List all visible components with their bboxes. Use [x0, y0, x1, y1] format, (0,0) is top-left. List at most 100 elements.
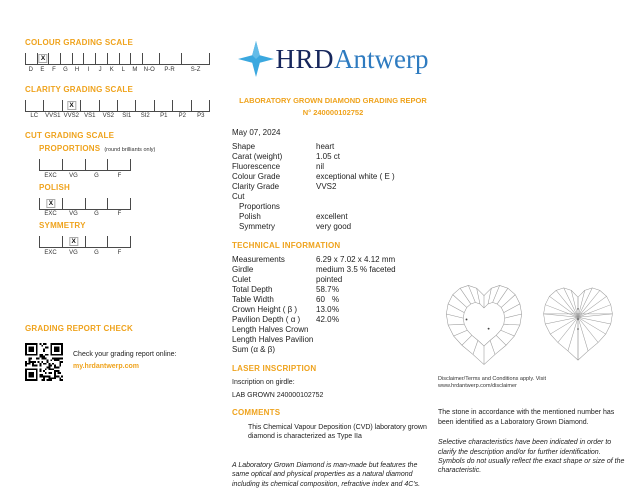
scale-label: LC: [30, 113, 39, 119]
star-icon: [237, 41, 274, 77]
scale-cell-g: [61, 53, 73, 64]
colour-scale-title: COLOUR GRADING SCALE: [25, 38, 133, 47]
diagram-column: Disclaimer/Terms and Conditions apply. V…: [438, 280, 626, 476]
scale-cell-n-o: [143, 53, 160, 64]
hrd-antwerp-logo: HRD Antwerp: [232, 36, 434, 82]
report-check-text: Check your grading report online:: [73, 350, 177, 358]
scale-label: I: [87, 66, 90, 73]
logo-text-hrd: HRD: [275, 43, 335, 74]
scale-label: M: [132, 66, 138, 73]
scale-cell-f: [108, 197, 131, 209]
row-label: Polish: [239, 212, 261, 221]
technical-info-title: TECHNICAL INFORMATION: [232, 241, 341, 250]
scale-cell-exc: X: [39, 197, 63, 209]
scale-label: G: [94, 249, 99, 256]
lab-grown-definition: A Laboratory Grown Diamond is man-made b…: [232, 461, 421, 488]
laser-inscription-title: LASER INSCRIPTION: [232, 364, 317, 373]
grading-report-check-section: GRADING REPORT CHECK Check your grading …: [25, 324, 221, 381]
report-check-row: Check your grading report online: my.hrd…: [25, 342, 221, 381]
scale-cell-g: [86, 197, 109, 209]
row-label: Sum (α & β): [232, 345, 276, 354]
scale-label: G: [63, 66, 68, 73]
proportions-note: (round brilliants only): [104, 147, 156, 153]
comments-text: This Chemical Vapour Deposition (CVD) la…: [248, 424, 427, 441]
scale-cell-h: [73, 53, 85, 64]
scale-label: F: [117, 172, 122, 179]
row-label: Culet: [232, 275, 251, 284]
table-row: Carat (weight) 1.05 ct: [232, 152, 434, 162]
table-row: Table Width 60%: [232, 295, 434, 305]
symmetry-scale: X EXC VG G F: [39, 236, 131, 256]
row-label: Fluorescence: [232, 162, 281, 171]
table-row: Girdle medium 3.5 % faceted: [232, 265, 434, 275]
symbols-note: Selective characteristics have been indi…: [438, 439, 625, 475]
proportions-scale: EXC VG G F: [39, 159, 131, 179]
table-row: Crown Height ( β ) 13.0%: [232, 305, 434, 315]
scale-label: F: [117, 249, 122, 256]
qr-code: [25, 342, 63, 381]
row-label: Symmetry: [239, 222, 275, 231]
scale-cell-i: [84, 53, 97, 64]
table-row: Culet pointed: [232, 275, 434, 285]
proportions-title: PROPORTIONS: [39, 144, 101, 153]
scale-cell-f: [108, 236, 131, 247]
logo-text-antwerp: Antwerp: [334, 43, 429, 74]
report-check-link[interactable]: my.hrdantwerp.com: [73, 362, 139, 370]
scale-cell-j: [96, 53, 108, 64]
scale-label: VVS2: [63, 113, 79, 119]
scale-label: VS1: [84, 113, 96, 119]
scale-label: P1: [160, 113, 168, 119]
inscription-value: LAB GROWN 240000102752: [232, 392, 324, 399]
grading-scales-column: COLOUR GRADING SCALE X D E F G H I J K L M N-O P-R S-…: [25, 38, 221, 381]
inscription-label: Inscription on girdle:: [232, 379, 295, 386]
row-label: Girdle: [232, 265, 254, 274]
table-row: Clarity Grade VVS2: [232, 182, 434, 192]
scale-cell-g: [86, 159, 109, 170]
clarity-grading-scale: X LC VVS1 VVS2 VS1 VS2 SI1 SI2 P1 P2 P3: [25, 99, 211, 119]
row-label: Length Halves Pavilion: [232, 335, 314, 344]
scale-cell-p-r: [160, 53, 183, 64]
scale-label: G: [94, 172, 99, 179]
scale-cell-f: [49, 53, 62, 64]
scale-cell-p2: [173, 99, 192, 111]
report-title: LABORATORY GROWN DIAMOND GRADING REPOR: [239, 96, 427, 105]
proportions-title-row: PROPORTIONS (round brilliants only): [39, 144, 221, 153]
cut-scale-title: CUT GRADING SCALE: [25, 131, 115, 140]
row-unit: %: [332, 295, 340, 304]
row-value: 60: [316, 295, 325, 304]
scale-label: K: [109, 66, 114, 73]
row-label: Total Depth: [232, 285, 273, 294]
scale-cell-m: [131, 53, 143, 64]
scale-label: EXC: [44, 211, 57, 217]
diamond-diagrams: [438, 280, 626, 370]
scale-cell-vvs2: X: [63, 99, 82, 111]
clarity-scale-title: CLARITY GRADING SCALE: [25, 84, 134, 94]
row-unit: %: [332, 315, 340, 324]
row-label: Pavilion Depth ( α ): [232, 315, 301, 324]
polish-scale: X EXC VG G F: [39, 197, 131, 217]
table-row: Colour Grade exceptional white ( E ): [232, 172, 434, 182]
row-value: 58.7: [316, 285, 332, 294]
scale-label: E: [40, 66, 45, 73]
grade-mark: X: [68, 237, 79, 246]
report-date: May 07, 2024: [232, 128, 281, 137]
table-row: Length Halves Pavilion: [232, 335, 434, 345]
colour-grading-scale: X D E F G H I J K L M N-O P-R S-Z: [25, 53, 210, 73]
scale-label: F: [52, 66, 56, 73]
scale-label: P3: [197, 113, 205, 119]
scale-label: G: [94, 211, 99, 217]
scale-cell-vg: X: [63, 236, 86, 247]
scale-label: VVS1: [45, 113, 61, 119]
row-label: Length Halves Crown: [232, 325, 309, 334]
report-check-text-block: Check your grading report online: my.hrd…: [73, 343, 177, 370]
table-row: Polish excellent: [232, 212, 434, 222]
row-label: Cut: [232, 192, 245, 201]
scale-label: H: [74, 66, 80, 73]
scale-label: EXC: [44, 172, 57, 179]
scale-label: VG: [69, 211, 78, 217]
report-number: N° 240000102752: [302, 108, 364, 117]
scale-label: L: [121, 66, 125, 73]
row-value: VVS2: [316, 182, 337, 191]
row-label: Clarity Grade: [232, 182, 280, 191]
scale-label: P2: [178, 113, 186, 119]
